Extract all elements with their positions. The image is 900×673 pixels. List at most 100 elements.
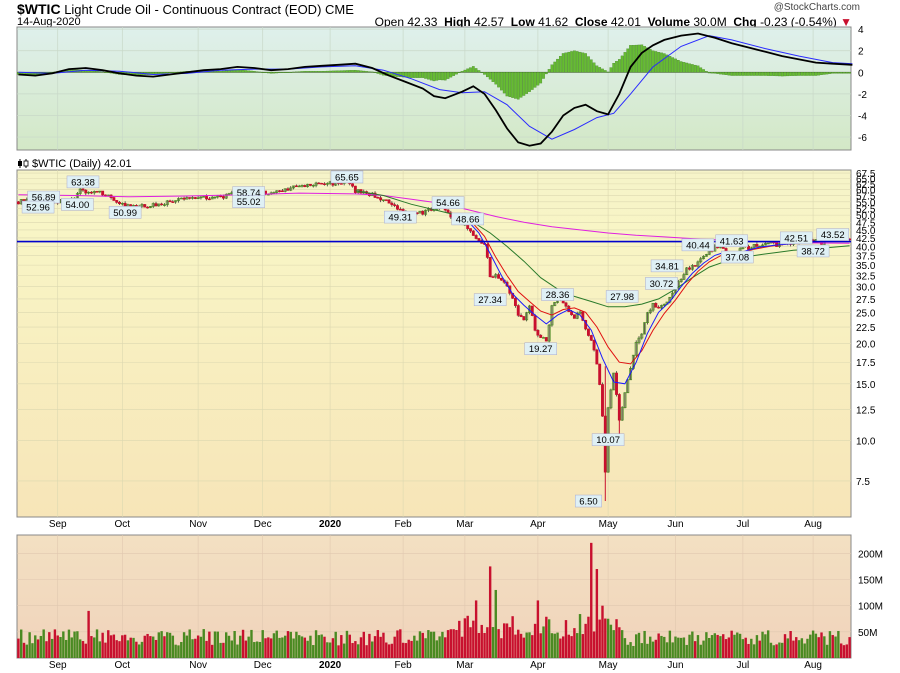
volume-bar <box>20 629 23 658</box>
volume-bar <box>196 635 200 658</box>
volume-bar <box>359 637 363 658</box>
volume-bar <box>752 644 756 658</box>
volume-bar <box>452 629 455 658</box>
volume-bar <box>778 642 781 658</box>
volume-bar <box>503 623 506 658</box>
price-x-label: Jul <box>736 519 749 530</box>
macd-histogram-bar <box>281 72 284 73</box>
volume-bar <box>803 643 806 658</box>
macd-histogram-bar <box>474 68 478 73</box>
volume-bar <box>76 631 79 658</box>
volume-bar <box>531 635 534 658</box>
price-candle <box>78 188 82 194</box>
price-x-label: Apr <box>530 519 546 530</box>
volume-bar <box>314 630 318 658</box>
price-candle <box>491 276 495 278</box>
volume-bar <box>34 635 37 658</box>
open-value: 42.33 <box>407 15 438 29</box>
volume-bar <box>81 641 85 658</box>
price-annotation: 49.31 <box>388 213 412 224</box>
macd-histogram-bar <box>676 60 680 73</box>
price-tick-label: 25.0 <box>856 308 876 319</box>
volume-bar <box>713 633 717 658</box>
volume-bar <box>67 629 71 658</box>
price-candle <box>592 339 596 351</box>
macd-histogram-bar <box>842 72 846 74</box>
volume-bar <box>401 642 405 658</box>
candlestick-icon <box>18 159 29 168</box>
volume-bar <box>151 636 155 658</box>
volume-bar <box>559 638 562 658</box>
volume-bar <box>48 632 51 658</box>
volume-bar <box>435 640 439 658</box>
macd-histogram-bar <box>163 72 166 74</box>
price-candle <box>207 198 211 201</box>
price-candle <box>294 185 298 188</box>
price-candle <box>81 188 85 191</box>
price-candle <box>424 209 428 215</box>
price-annotation: 41.63 <box>720 236 744 247</box>
macd-histogram-bar <box>581 52 585 73</box>
price-annotation-box <box>431 196 465 209</box>
volume-bar <box>474 600 478 658</box>
price-candle <box>84 189 88 194</box>
volume-bar <box>466 615 469 658</box>
macd-histogram-bar <box>837 72 840 74</box>
volume-bar <box>427 630 430 658</box>
price-candle <box>586 328 590 336</box>
volume-bar <box>724 639 728 658</box>
macd-histogram-bar <box>261 72 265 73</box>
volume-x-label: Nov <box>189 660 207 671</box>
price-annotation: 27.34 <box>478 295 502 306</box>
price-candle <box>219 195 223 198</box>
price-candle <box>494 274 498 278</box>
volume-x-label: Sep <box>49 660 67 671</box>
volume-bar <box>472 620 475 658</box>
volume-bar <box>592 631 596 658</box>
macd-histogram-bar <box>275 72 279 74</box>
volume-bar <box>191 639 194 658</box>
volume-bar <box>573 628 576 658</box>
volume-bar <box>643 630 646 658</box>
volume-bar <box>73 631 76 658</box>
macd-histogram-bar <box>775 72 778 77</box>
price-annotation: 34.81 <box>655 261 679 272</box>
volume-bar <box>222 642 225 658</box>
price-annotation-box <box>541 288 574 301</box>
price-candle <box>174 200 178 203</box>
low-label: Low <box>510 15 535 29</box>
macd-histogram-bar <box>401 72 405 78</box>
price-candle <box>634 341 638 356</box>
macd-histogram-bar <box>339 70 343 73</box>
volume-bar <box>300 636 304 658</box>
volume-bar <box>410 640 413 658</box>
volume-bar <box>710 635 714 658</box>
price-candle <box>763 242 767 246</box>
macd-histogram-bar <box>648 49 652 73</box>
macd-histogram-bar <box>435 72 439 81</box>
macd-histogram-bar <box>497 72 500 88</box>
volume-bar <box>261 630 264 658</box>
macd-histogram-bar <box>601 68 604 73</box>
volume-bar <box>528 632 531 658</box>
volume-bar <box>772 645 775 658</box>
price-tick-label: 12.5 <box>856 405 876 416</box>
volume-bar <box>766 630 770 658</box>
volume-bar <box>781 642 784 658</box>
macd-histogram-bar <box>227 70 231 73</box>
macd-histogram-bar <box>483 72 486 75</box>
price-candle <box>581 311 585 321</box>
volume-bar <box>458 620 461 658</box>
price-candle <box>317 182 321 185</box>
volume-bar <box>629 642 632 658</box>
macd-histogram-bar <box>410 72 413 78</box>
price-candle <box>547 324 551 342</box>
volume-bar <box>250 629 253 658</box>
price-annotation-box <box>715 234 748 248</box>
macd-histogram-bar <box>449 72 453 78</box>
macd-histogram-bar <box>272 72 276 74</box>
price-tick-label: 60.0 <box>856 186 876 197</box>
macd-histogram-bar <box>47 72 51 73</box>
price-candle <box>536 329 540 336</box>
price-candle <box>140 204 144 207</box>
